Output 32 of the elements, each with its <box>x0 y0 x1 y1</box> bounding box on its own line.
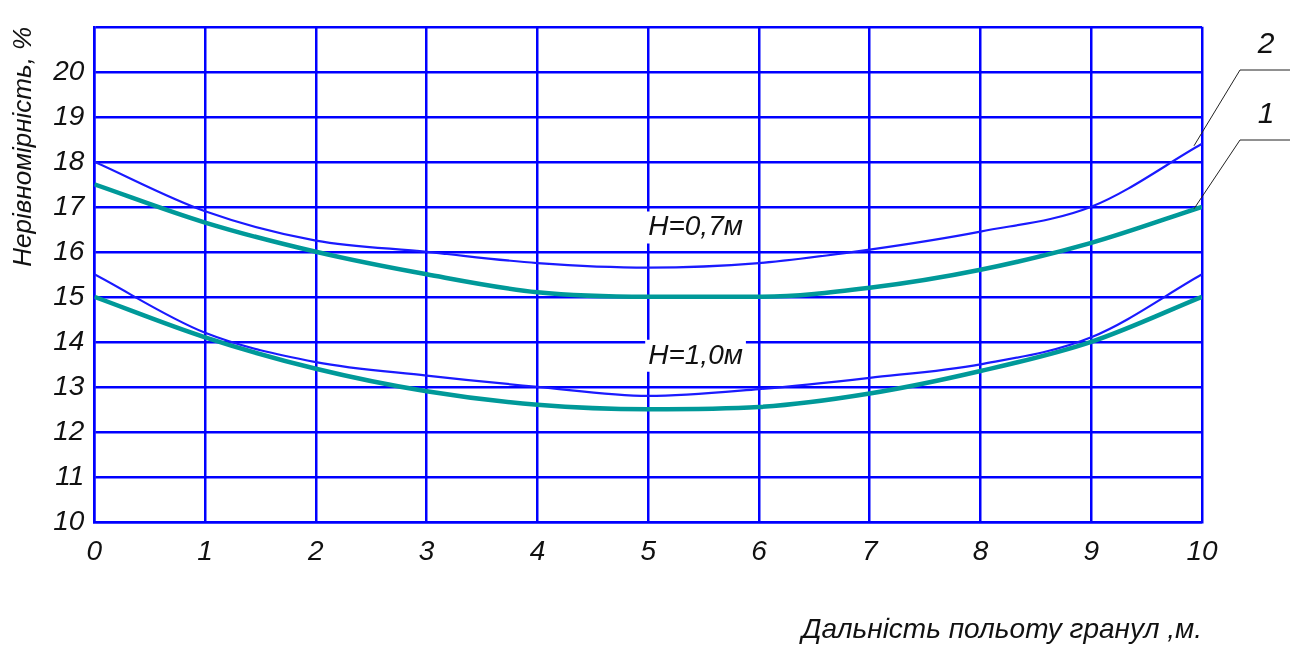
y-tick-label: 14 <box>53 324 85 356</box>
x-tick-label: 2 <box>307 535 325 567</box>
y-tick-label: 12 <box>53 414 85 446</box>
annotation: H=0,7м <box>648 210 743 242</box>
x-tick-label: 3 <box>418 535 435 567</box>
x-tick-label: 1 <box>197 535 213 567</box>
x-tick-label: 0 <box>86 535 103 567</box>
y-tick-label: 15 <box>53 279 85 311</box>
annotation: H=1,0м <box>648 338 743 370</box>
y-tick-label: 13 <box>53 369 85 401</box>
y-tick-label: 18 <box>53 144 85 176</box>
x-tick-label: 6 <box>751 535 768 567</box>
x-tick-label: 9 <box>1083 535 1100 567</box>
text: 1 <box>1257 96 1275 130</box>
y-tick-label: 17 <box>53 189 86 221</box>
x-axis-title: Дальність польоту гранул ,м. <box>798 613 1202 644</box>
x-tick-label: 4 <box>529 535 546 567</box>
line-series <box>94 182 1202 300</box>
line-series <box>94 273 1202 397</box>
x-tick-label: 10 <box>1186 535 1218 567</box>
line-series <box>94 294 1202 412</box>
y-tick-label: 11 <box>55 459 85 491</box>
x-tick-label: 8 <box>972 535 989 567</box>
x-tick-label: 5 <box>640 535 657 567</box>
y-tick-label: 19 <box>53 99 85 131</box>
y-tick-label: 20 <box>52 54 85 86</box>
y-tick-label: 16 <box>53 234 85 266</box>
text: 2 <box>1256 26 1275 60</box>
y-axis-title: Нерівномірність, % <box>6 26 37 267</box>
y-tick-label: 10 <box>53 504 85 536</box>
x-tick-label: 7 <box>861 535 879 567</box>
line-series <box>94 142 1202 269</box>
